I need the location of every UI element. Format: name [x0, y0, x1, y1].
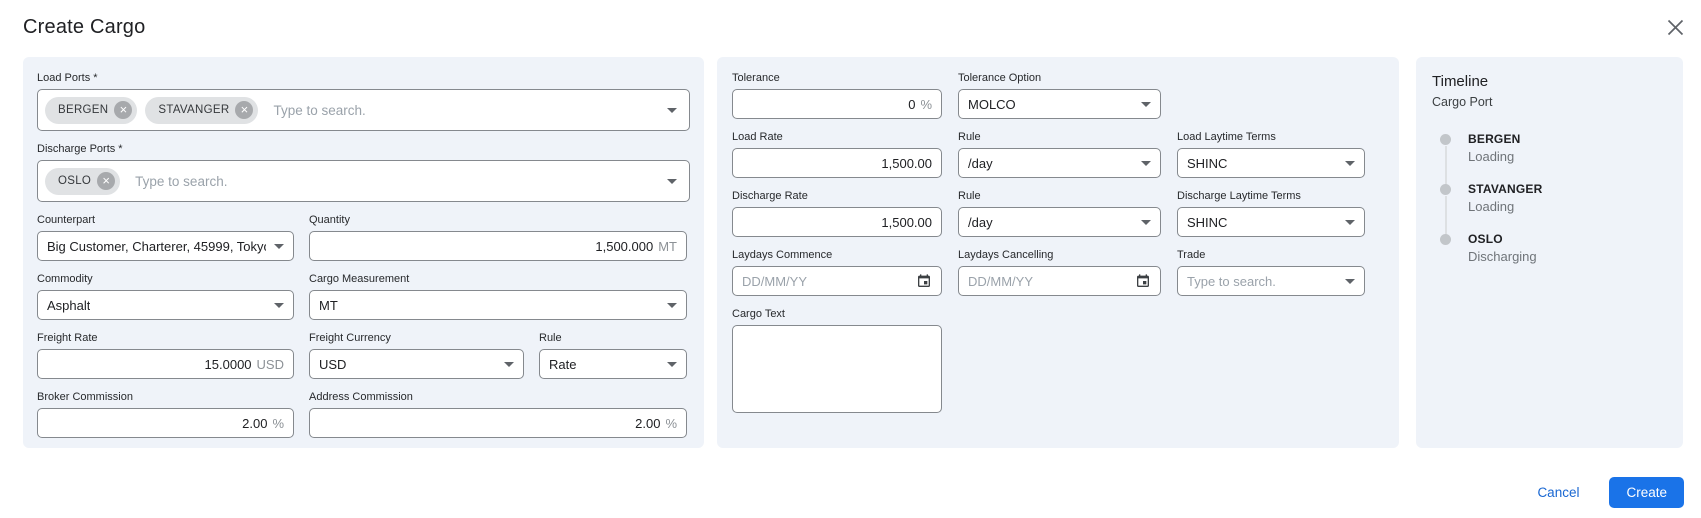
- load-ports-input[interactable]: BERGEN × STAVANGER × Type to search.: [37, 89, 690, 131]
- timeline-entry: OSLO Discharging: [1440, 232, 1667, 264]
- broker-commission-input[interactable]: 2.00 %: [37, 408, 294, 438]
- freight-rate-unit: USD: [256, 356, 284, 372]
- load-rule-field: Rule /day: [958, 131, 1161, 178]
- port-chip-stavanger: STAVANGER ×: [145, 96, 259, 124]
- timeline-connector: [1444, 146, 1447, 185]
- discharge-ports-field: Discharge Ports * OSLO × Type to search.: [37, 143, 690, 202]
- discharge-rule-field: Rule /day: [958, 190, 1161, 237]
- load-ports-label: Load Ports *: [37, 72, 98, 84]
- laydays-commence-input[interactable]: DD/MM/YY: [732, 266, 942, 296]
- commodity-field: Commodity Asphalt: [37, 273, 294, 320]
- port-chip-oslo: OSLO ×: [45, 167, 121, 195]
- search-placeholder: Type to search.: [273, 102, 366, 118]
- calendar-icon[interactable]: [1135, 273, 1151, 289]
- chevron-down-icon: [667, 361, 677, 367]
- freight-currency-select[interactable]: USD: [309, 349, 524, 379]
- freight-rule-select[interactable]: Rate: [539, 349, 687, 379]
- chevron-down-icon: [274, 243, 284, 249]
- timeline-dot-icon: [1440, 134, 1451, 145]
- commodity-select[interactable]: Asphalt: [37, 290, 294, 320]
- discharge-laytime-terms-select[interactable]: SHINC: [1177, 207, 1365, 237]
- timeline-entry: BERGEN Loading: [1440, 132, 1667, 185]
- close-button[interactable]: [1663, 15, 1687, 39]
- port-chip-bergen: BERGEN ×: [45, 96, 138, 124]
- laydays-cancelling-input[interactable]: DD/MM/YY: [958, 266, 1161, 296]
- timeline-list: BERGEN Loading STAVANGER Loading OSLO Di…: [1440, 132, 1667, 264]
- chevron-down-icon: [1345, 160, 1355, 166]
- chevron-down-icon[interactable]: [667, 178, 677, 184]
- cargo-measurement-select[interactable]: MT: [309, 290, 687, 320]
- discharge-laytime-terms-field: Discharge Laytime Terms SHINC: [1177, 190, 1365, 237]
- chevron-down-icon: [504, 361, 514, 367]
- counterpart-field: Counterpart Big Customer, Charterer, 459…: [37, 214, 294, 261]
- tolerance-field: Tolerance 0 %: [732, 72, 942, 119]
- discharge-rule-select[interactable]: /day: [958, 207, 1161, 237]
- chip-remove-icon[interactable]: ×: [114, 101, 133, 119]
- load-laytime-terms-select[interactable]: SHINC: [1177, 148, 1365, 178]
- timeline-dot-icon: [1440, 184, 1451, 195]
- broker-commission-field: Broker Commission 2.00 %: [37, 391, 294, 438]
- cargo-text-input[interactable]: [732, 325, 942, 413]
- timeline-panel: Timeline Cargo Port BERGEN Loading STAVA…: [1416, 57, 1683, 448]
- laydays-cancelling-field: Laydays Cancelling DD/MM/YY: [958, 249, 1161, 296]
- discharge-rate-input[interactable]: 1,500.00: [732, 207, 942, 237]
- load-rate-input[interactable]: 1,500.00: [732, 148, 942, 178]
- freight-rule-field: Rule Rate: [539, 332, 687, 379]
- chevron-down-icon: [1141, 219, 1151, 225]
- cargo-measurement-field: Cargo Measurement MT: [309, 273, 687, 320]
- timeline-title: Timeline: [1432, 73, 1489, 90]
- timeline-connector: [1444, 196, 1447, 235]
- page-title: Create Cargo: [23, 16, 146, 38]
- cargo-details-panel: Load Ports * BERGEN × STAVANGER × Type t…: [23, 57, 704, 448]
- tolerance-option-select[interactable]: MOLCO: [958, 89, 1161, 119]
- quantity-unit: MT: [658, 238, 677, 254]
- discharge-rate-field: Discharge Rate 1,500.00: [732, 190, 942, 237]
- address-commission-field: Address Commission 2.00 %: [309, 391, 687, 438]
- chevron-down-icon: [1141, 101, 1151, 107]
- chevron-down-icon: [1141, 160, 1151, 166]
- chevron-down-icon: [667, 302, 677, 308]
- search-placeholder: Type to search.: [135, 173, 228, 189]
- freight-currency-field: Freight Currency USD: [309, 332, 524, 379]
- counterpart-select[interactable]: Big Customer, Charterer, 45999, Tokyo: [37, 231, 294, 261]
- timeline-entry: STAVANGER Loading: [1440, 182, 1667, 235]
- chevron-down-icon: [1345, 219, 1355, 225]
- discharge-ports-label: Discharge Ports *: [37, 143, 123, 155]
- laydays-commence-field: Laydays Commence DD/MM/YY: [732, 249, 942, 296]
- cargo-text-field: Cargo Text: [732, 308, 1384, 418]
- dialog-footer: Cancel Create: [0, 477, 1701, 508]
- discharge-ports-input[interactable]: OSLO × Type to search.: [37, 160, 690, 202]
- address-commission-input[interactable]: 2.00 %: [309, 408, 687, 438]
- chevron-down-icon[interactable]: [667, 107, 677, 113]
- dialog-header: Create Cargo: [0, 0, 1701, 56]
- load-rule-select[interactable]: /day: [958, 148, 1161, 178]
- load-laytime-terms-field: Load Laytime Terms SHINC: [1177, 131, 1365, 178]
- quantity-field: Quantity 1,500.000 MT: [309, 214, 687, 261]
- timeline-dot-icon: [1440, 234, 1451, 245]
- create-button[interactable]: Create: [1609, 477, 1684, 508]
- trade-field: Trade Type to search.: [1177, 249, 1365, 296]
- chevron-down-icon: [1345, 278, 1355, 284]
- freight-rate-input[interactable]: 15.0000 USD: [37, 349, 294, 379]
- load-rate-field: Load Rate 1,500.00: [732, 131, 942, 178]
- cancel-button[interactable]: Cancel: [1537, 485, 1580, 500]
- dialog-body: Load Ports * BERGEN × STAVANGER × Type t…: [23, 57, 1683, 448]
- chip-remove-icon[interactable]: ×: [97, 172, 116, 190]
- load-ports-field: Load Ports * BERGEN × STAVANGER × Type t…: [37, 72, 690, 131]
- chevron-down-icon: [274, 302, 284, 308]
- tolerance-input[interactable]: 0 %: [732, 89, 942, 119]
- calendar-icon[interactable]: [916, 273, 932, 289]
- trade-select[interactable]: Type to search.: [1177, 266, 1365, 296]
- rates-laytime-panel: Tolerance 0 % Tolerance Option MOLCO: [717, 57, 1399, 448]
- chip-remove-icon[interactable]: ×: [235, 101, 254, 119]
- freight-rate-field: Freight Rate 15.0000 USD: [37, 332, 294, 379]
- close-icon: [1667, 19, 1683, 35]
- tolerance-option-field: Tolerance Option MOLCO: [958, 72, 1161, 119]
- timeline-subtitle: Cargo Port: [1432, 95, 1493, 109]
- quantity-input[interactable]: 1,500.000 MT: [309, 231, 687, 261]
